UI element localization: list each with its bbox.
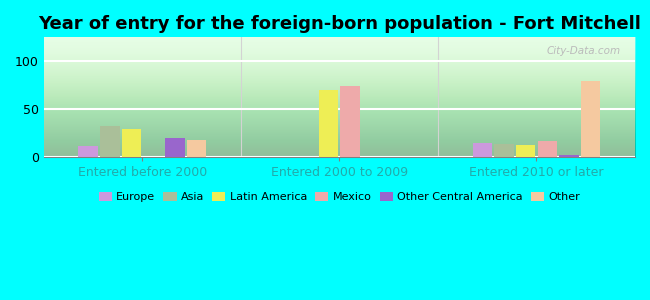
Bar — [187, 140, 206, 157]
Text: City-Data.com: City-Data.com — [546, 46, 620, 56]
Bar — [318, 90, 338, 157]
Bar — [494, 144, 514, 157]
Bar — [122, 128, 141, 157]
Legend: Europe, Asia, Latin America, Mexico, Other Central America, Other: Europe, Asia, Latin America, Mexico, Oth… — [94, 188, 584, 207]
Bar — [341, 86, 360, 157]
Bar — [581, 80, 601, 157]
Bar — [100, 126, 120, 157]
Bar — [538, 141, 557, 157]
Bar — [516, 145, 536, 157]
Bar — [165, 138, 185, 157]
Bar — [559, 155, 578, 157]
Bar — [79, 146, 98, 157]
Title: Year of entry for the foreign-born population - Fort Mitchell: Year of entry for the foreign-born popul… — [38, 15, 641, 33]
Bar — [473, 143, 492, 157]
